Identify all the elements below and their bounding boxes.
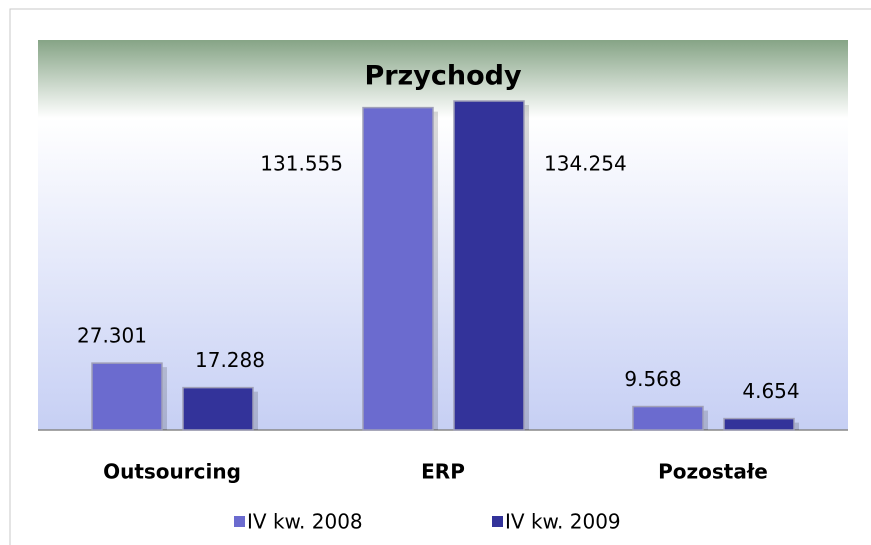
bar — [453, 100, 525, 431]
data-label: 4.654 — [742, 379, 799, 403]
data-label: 9.568 — [624, 367, 681, 391]
chart-title: Przychody — [364, 61, 522, 92]
legend-label: IV kw. 2009 — [505, 510, 621, 534]
plot-area — [38, 40, 848, 430]
x-tick-label: ERP — [421, 460, 465, 484]
bar — [723, 417, 795, 431]
legend-label: IV kw. 2008 — [247, 510, 363, 534]
x-tick-label: Pozostałe — [658, 460, 768, 484]
data-label: 134.254 — [544, 152, 627, 176]
bar — [632, 405, 704, 431]
data-label: 17.288 — [195, 348, 265, 372]
legend-swatch — [234, 516, 245, 527]
legend-swatch — [492, 516, 503, 527]
bar — [91, 362, 163, 431]
x-tick-label: Outsourcing — [103, 460, 241, 484]
data-label: 27.301 — [77, 324, 147, 348]
data-label: 131.555 — [260, 152, 343, 176]
bar — [182, 386, 254, 431]
bar — [362, 106, 434, 431]
